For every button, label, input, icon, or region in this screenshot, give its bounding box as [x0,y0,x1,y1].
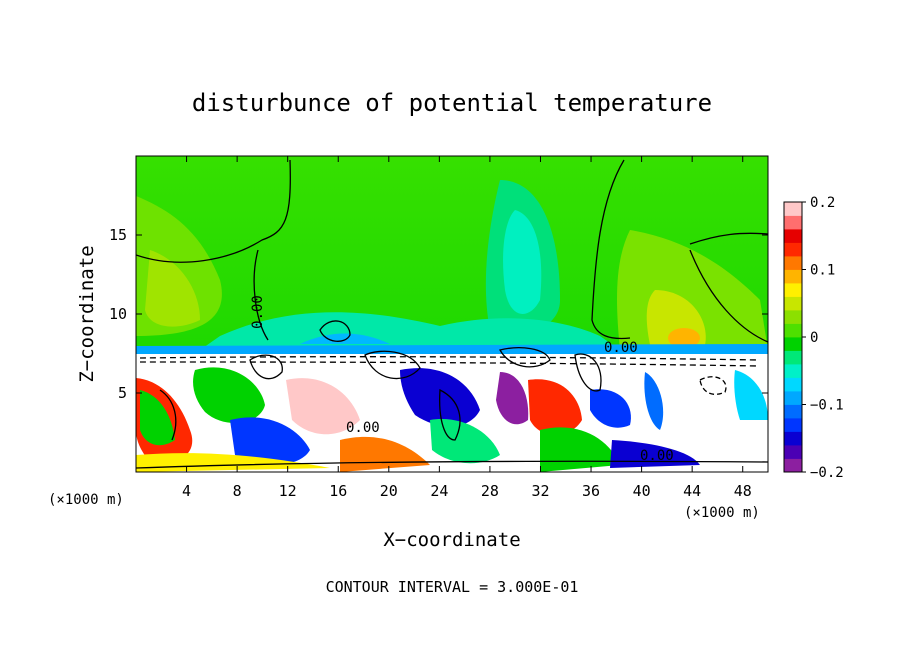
cool-band-inversion [200,312,620,350]
x-axis-label: X−coordinate [383,529,520,551]
x-tick-label: 12 [279,482,297,500]
colorbar-tick-label: 0.1 [810,263,835,279]
colorbar-segment [784,269,802,284]
contour-zero-right-3 [689,249,768,343]
colorbar-segment [784,391,802,405]
turbulent-cells-4 [286,378,360,435]
turbulent-cells-left-inner [140,390,175,446]
colorbar-segment [784,242,802,257]
contour-loop-7 [159,389,177,441]
cool-anomaly-center-core [503,210,542,314]
colorbar-segment [784,445,802,459]
y-axis-label: Z−coordinate [76,245,98,382]
warm-spot-right [668,328,700,348]
y-tick-label: 5 [118,384,127,402]
colorbar-segment [784,310,802,324]
colorbar-segment [784,323,802,338]
x-tick-label: 28 [481,482,499,500]
colorbar-segment [784,296,802,311]
colorbar-tick-label: 0.2 [810,195,835,211]
contour-labels: 0.00 0.00 0.00 0.00 [250,295,674,464]
plot-area [136,156,768,472]
colorbar-segment [784,364,802,378]
contour-inversion-dashed-2 [139,361,761,367]
contour-label: 0.00 [250,295,266,329]
contour-inversion-dashed [139,356,761,361]
contour-loop-5 [574,353,602,392]
y-tick-label: 15 [109,226,127,244]
turbulent-cells-14 [734,370,768,420]
colorbar-segment [784,337,802,351]
colorbar-segment [784,256,802,270]
contour-loop-8 [439,388,461,441]
colorbar-segment [784,215,802,230]
x-tick-label: 44 [683,482,701,500]
x-tick-label: 8 [233,482,242,500]
cool-band-inversion-core [300,333,390,344]
contour-label: 0.00 [604,340,638,356]
colorbar-tick-label: −0.1 [810,398,844,414]
turbulent-cells-9 [528,379,582,435]
contour-loop-2 [249,354,283,380]
contour-lines [136,159,768,469]
colorbar-segment [784,350,802,365]
chart-title: disturbunce of potential temperature [192,89,712,117]
contour-zero-left-lower [253,249,269,341]
contour-loop-1 [319,320,351,342]
colorbar-segment [784,229,802,243]
turbulent-cells-7 [430,419,500,464]
x-unit-right: (×1000 m) [684,505,760,521]
inversion-strip [136,344,768,356]
x-tick-label: 32 [531,482,549,500]
x-tick-label: 36 [582,482,600,500]
colorbar-tick-label: −0.2 [810,465,844,481]
colorbar-segment [784,431,802,446]
upper-field [136,180,768,350]
colorbar-segment [784,404,802,419]
contour-loop-6 [699,376,727,395]
x-tick-label: 20 [380,482,398,500]
y-axis: 5 10 15 [109,226,768,402]
contour-zero-right [591,159,631,340]
contour-interval-text: CONTOUR INTERVAL = 3.000E-01 [326,578,579,596]
x-tick-label: 4 [182,482,191,500]
contour-loop-4 [499,347,551,368]
warm-anomaly-left-core [145,250,200,327]
y-tick-label: 10 [109,305,127,323]
x-tick-label: 40 [633,482,651,500]
contour-label: 0.00 [640,448,674,464]
contour-zero-right-2 [689,232,768,245]
colorbar-tick-label: 0 [810,330,818,346]
colorbar-segment [784,458,802,473]
turbulent-cells-3 [230,417,310,466]
x-tick-label: 24 [430,482,448,500]
contour-zero-left [136,159,291,263]
colorbar-segment [784,418,802,432]
turbulent-cells-15 [136,453,330,472]
turbulent-cells-8 [496,372,529,425]
contour-bottom [136,460,768,469]
x-axis: 4 8 12 16 20 24 28 32 36 40 44 48 [182,156,752,500]
x-unit-left: (×1000 m) [48,492,124,508]
colorbar-segment [784,202,802,216]
contour-label: 0.00 [346,420,380,436]
turbulent-cells-11 [590,389,631,428]
contour-loop-3 [364,350,421,380]
colorbar: 0.2 0.1 0 −0.1 −0.2 [783,195,844,481]
colorbar-segment [784,377,802,392]
turbulent-cells-13 [644,372,664,430]
x-tick-label: 48 [734,482,752,500]
colorbar-segment [784,283,802,297]
x-tick-label: 16 [329,482,347,500]
turbulent-cells-2 [193,367,265,424]
